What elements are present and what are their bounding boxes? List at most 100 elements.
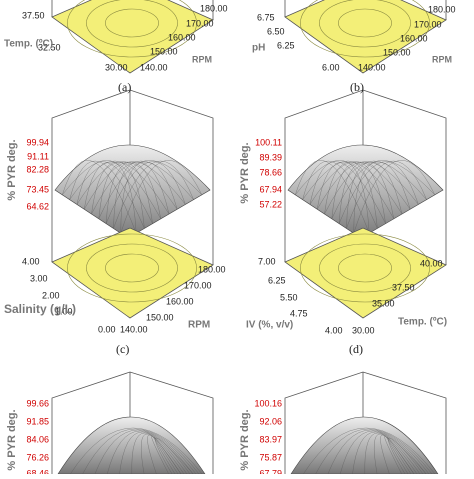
label: 160.00 — [166, 296, 194, 306]
label: % PYR deg. — [239, 409, 251, 470]
label: RPM — [188, 320, 210, 331]
mesh — [98, 161, 178, 219]
mesh — [327, 429, 430, 475]
label: RPM — [432, 54, 452, 64]
mesh — [70, 427, 203, 475]
contour — [319, 0, 411, 48]
mesh — [353, 160, 435, 234]
mesh — [317, 161, 394, 219]
surfaces — [51, 0, 447, 475]
mesh — [303, 427, 436, 475]
label: 78.66 — [259, 167, 282, 177]
mesh — [62, 160, 137, 234]
floor — [284, 227, 447, 319]
label: IV (%, v/v) — [246, 320, 293, 331]
contour — [67, 0, 197, 58]
floor — [51, 227, 214, 319]
label: 180.00 — [200, 3, 228, 13]
label: 89.39 — [259, 152, 282, 162]
mesh — [105, 161, 186, 224]
label: 4.00 — [22, 256, 40, 266]
mesh — [76, 161, 153, 224]
label: 4.75 — [290, 308, 308, 318]
label: 57.22 — [259, 199, 282, 209]
mesh — [302, 160, 378, 229]
mesh — [346, 160, 427, 229]
label: 84.06 — [26, 434, 49, 444]
label: (b) — [350, 80, 364, 94]
mesh — [315, 428, 433, 475]
contour — [300, 0, 430, 58]
label: 68.46 — [26, 468, 49, 474]
labels: 37.50 32.50 30.00 Temp. (ºC) 140.00 150.00 160… — [4, 3, 456, 478]
mesh — [98, 161, 178, 219]
surface — [290, 416, 439, 475]
label: 5.50 — [280, 292, 298, 302]
label: 67.79 — [259, 468, 282, 474]
label: 170.00 — [414, 19, 442, 29]
contour — [105, 8, 159, 38]
label: Temp. (ºC) — [398, 317, 447, 328]
label: 140.00 — [120, 324, 148, 334]
label: 83.97 — [259, 434, 282, 444]
label: 170.00 — [184, 280, 212, 290]
label: 140.00 — [140, 62, 168, 72]
label: 35.00 — [372, 298, 395, 308]
mesh — [62, 160, 137, 234]
mesh — [309, 161, 386, 224]
label: (c) — [116, 342, 129, 356]
label: 75.87 — [259, 452, 282, 462]
label: 40.00 — [420, 258, 443, 268]
mesh — [94, 429, 197, 475]
label: 37.50 — [392, 282, 415, 292]
mesh — [155, 437, 194, 475]
label: 4.00 — [325, 325, 343, 335]
label: 150.00 — [150, 46, 178, 56]
label: 2.00 — [42, 290, 60, 300]
label: 170.00 — [186, 18, 214, 28]
frame — [51, 0, 447, 20]
label: 140.00 — [358, 62, 386, 72]
contour — [338, 253, 392, 283]
label: 100.11 — [255, 137, 282, 147]
label: 180.00 — [198, 264, 226, 274]
mesh — [131, 432, 188, 475]
mesh — [84, 161, 161, 219]
mesh — [380, 434, 415, 475]
label: % PYR deg. — [6, 139, 18, 200]
label: RPM — [192, 54, 212, 64]
label: 91.85 — [26, 416, 49, 426]
mesh — [324, 161, 403, 215]
label: 3.00 — [30, 273, 48, 283]
label: 6.25 — [277, 40, 295, 50]
label: 67.94 — [259, 184, 282, 194]
mesh — [69, 160, 145, 229]
label: 32.50 — [38, 42, 61, 52]
label: pH — [252, 43, 265, 54]
label: 99.66 — [26, 398, 49, 408]
mesh — [141, 433, 185, 475]
label: 6.25 — [268, 275, 286, 285]
mesh — [388, 437, 427, 475]
mesh — [91, 161, 170, 215]
mesh — [331, 161, 411, 219]
contour — [86, 0, 178, 48]
label: 64.62 — [26, 201, 49, 211]
surface — [57, 416, 206, 475]
label: 180.00 — [428, 4, 456, 14]
contour — [67, 233, 197, 303]
label: 6.75 — [257, 12, 275, 22]
mesh — [295, 160, 370, 234]
contour — [300, 233, 430, 303]
label: % PYR deg. — [239, 142, 251, 203]
mesh — [338, 161, 419, 224]
label: Salinity (g/L) — [4, 302, 76, 316]
label: 92.06 — [259, 416, 282, 426]
label: 82.28 — [26, 164, 49, 174]
label: (a) — [118, 80, 131, 94]
label: 0.00 — [98, 324, 116, 334]
mesh — [120, 160, 202, 234]
label: 30.00 — [352, 325, 375, 335]
label: 91.11 — [27, 151, 49, 161]
